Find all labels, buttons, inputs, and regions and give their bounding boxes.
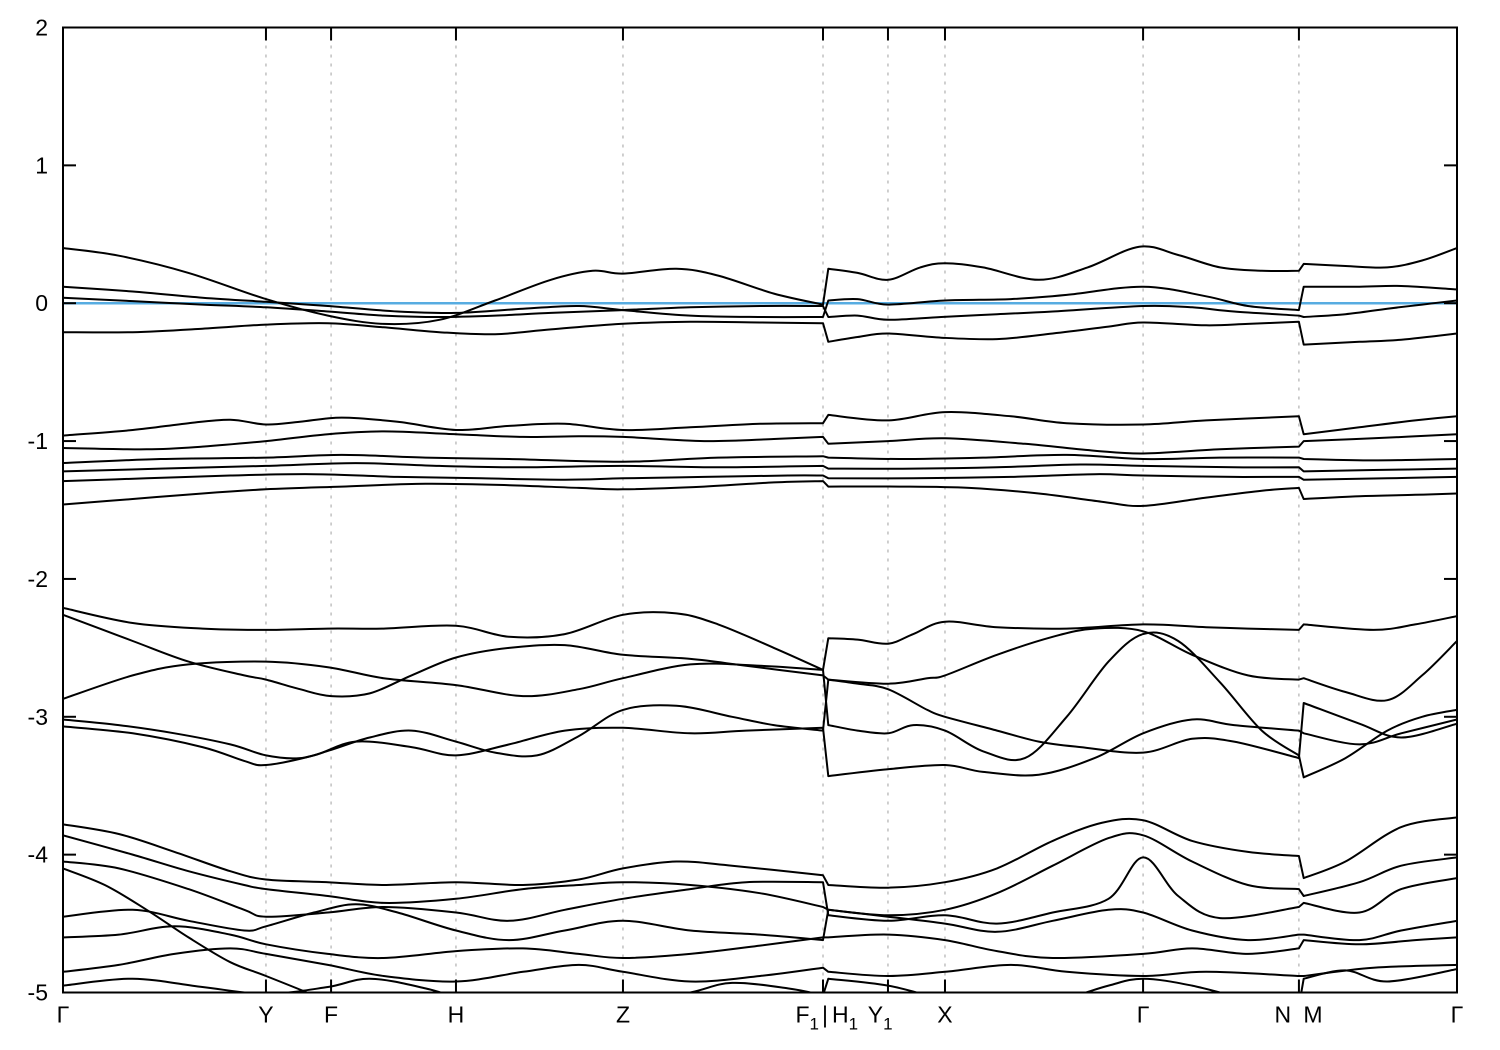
y-axis-label: -4 xyxy=(28,842,49,868)
band-line xyxy=(63,480,1457,508)
kpoint-gridlines xyxy=(265,27,1300,993)
band-line xyxy=(63,430,1457,455)
band-line xyxy=(63,473,1457,483)
band-line xyxy=(63,968,1457,993)
band-line xyxy=(63,320,1457,346)
x-axis-label: Γ xyxy=(1451,1002,1464,1028)
band-line xyxy=(63,462,1457,473)
y-axis-label: 1 xyxy=(35,152,48,178)
band-line xyxy=(63,410,1457,437)
x-axis-label: X xyxy=(937,1002,952,1028)
plot-border xyxy=(62,26,1458,994)
y-axis-label: -5 xyxy=(28,980,48,1006)
y-axis-label: -3 xyxy=(28,704,48,730)
band-line xyxy=(63,856,1457,925)
band-line xyxy=(63,832,1457,917)
x-axis-label: Γ xyxy=(1137,1002,1150,1028)
x-axis-label-text: F xyxy=(795,1002,809,1028)
x-axis-label-text: | xyxy=(822,1002,828,1028)
x-axis-label-text: M xyxy=(1303,1002,1322,1028)
x-axis-label: H1 xyxy=(832,1002,858,1034)
x-axis-label-text: N xyxy=(1274,1002,1291,1028)
x-axis-label-text: X xyxy=(937,1002,952,1028)
band-line xyxy=(63,678,1457,760)
band-lines xyxy=(63,245,1457,993)
x-axis-label: N xyxy=(1274,1002,1291,1028)
band-line xyxy=(63,245,1457,326)
x-axis-label-text: Γ xyxy=(57,1002,70,1028)
x-axis-label-text: Γ xyxy=(1451,1002,1464,1028)
y-axis-label: -1 xyxy=(28,428,48,454)
y-axis-label: 2 xyxy=(35,15,48,41)
band-line xyxy=(63,947,1457,983)
band-line xyxy=(63,606,1457,671)
x-axis-label-subscript: 1 xyxy=(810,1015,819,1034)
band-line xyxy=(63,631,1457,779)
x-axis-label: F xyxy=(324,1002,338,1028)
axis-ticks xyxy=(63,26,1457,994)
band-line xyxy=(63,296,1457,321)
band-line xyxy=(63,903,1457,942)
band-line xyxy=(63,925,1457,960)
x-axis-label: | xyxy=(822,1002,828,1028)
x-axis-label: M xyxy=(1303,1002,1322,1028)
x-axis-label-text: Y xyxy=(258,1002,273,1028)
band-line xyxy=(63,613,1457,702)
y-axis-label: 0 xyxy=(35,290,48,316)
y-axis-label: -2 xyxy=(28,566,48,592)
band-line xyxy=(63,718,1457,778)
x-axis-label: Γ xyxy=(57,1002,70,1028)
x-axis-label-text: Γ xyxy=(1137,1002,1150,1028)
x-axis-label: H xyxy=(448,1002,465,1028)
band-line xyxy=(63,453,1457,465)
x-axis-label-subscript: 1 xyxy=(849,1015,858,1034)
band-line xyxy=(63,867,310,993)
x-axis-label: F1 xyxy=(795,1002,819,1034)
x-axis-label-text: F xyxy=(324,1002,338,1028)
x-axis-label-text: H xyxy=(448,1002,465,1028)
x-axis-label: Y1 xyxy=(868,1002,893,1034)
band-line xyxy=(63,284,1457,319)
x-axis-label-text: H xyxy=(832,1002,849,1028)
x-axis-label: Z xyxy=(616,1002,630,1028)
x-axis-label: Y xyxy=(258,1002,273,1028)
x-axis-label-subscript: 1 xyxy=(883,1015,892,1034)
x-axis-label-text: Z xyxy=(616,1002,630,1028)
band-line xyxy=(63,816,1457,889)
x-axis-label-text: Y xyxy=(868,1002,883,1028)
